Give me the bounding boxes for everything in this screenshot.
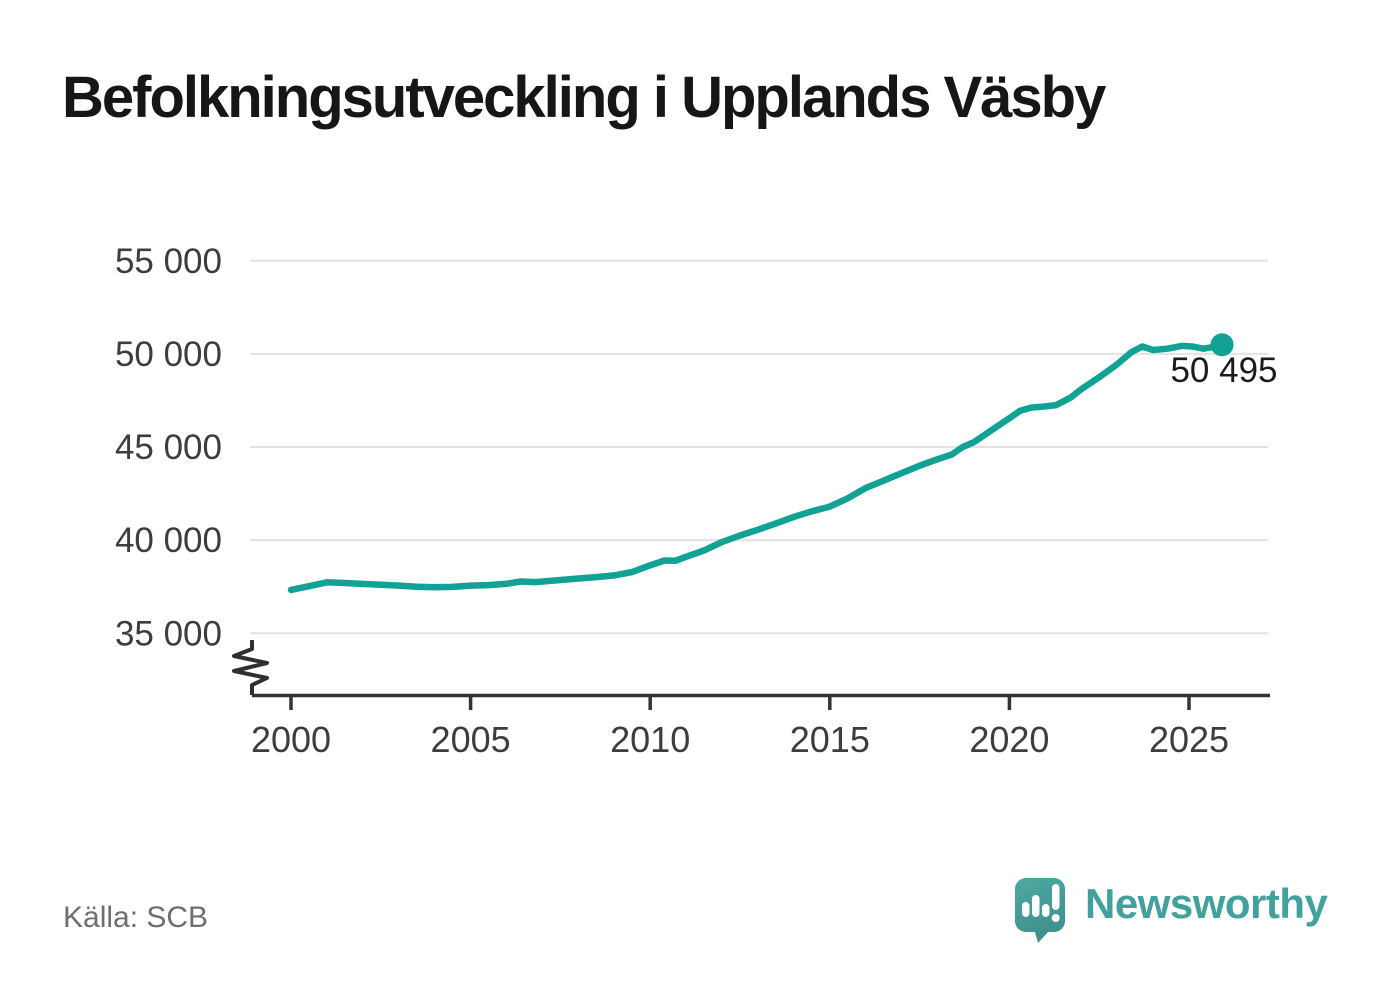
x-axis-tick-label: 2010 (610, 719, 690, 760)
axis-break-icon (232, 640, 269, 695)
newsworthy-logo-icon (1015, 878, 1065, 943)
bar-1 (1022, 902, 1030, 917)
y-axis-tick-label: 45 000 (115, 428, 222, 467)
y-axis-tick-label: 40 000 (115, 521, 222, 560)
last-value-label: 50 495 (1170, 351, 1277, 390)
newsworthy-wordmark: Newsworthy (1085, 880, 1328, 927)
y-axis-tick-label: 50 000 (115, 335, 222, 374)
bar-3 (1042, 904, 1050, 917)
y-axis-tick-label: 55 000 (115, 242, 222, 281)
x-axis-tick-label: 2005 (431, 719, 511, 760)
exclamation-bar (1052, 884, 1060, 910)
y-axis-tick-label: 35 000 (115, 614, 222, 653)
population-line (287, 341, 1226, 594)
newsworthy-brand: Newsworthy (1011, 874, 1331, 946)
chart-title: Befolkningsutveckling i Upplands Väsby (62, 65, 1106, 130)
exclamation-dot (1051, 914, 1060, 922)
x-axis-tick-label: 2000 (251, 719, 331, 760)
last-point-dot (1210, 333, 1234, 357)
x-axis-tick-label: 2020 (969, 719, 1049, 760)
bar-2 (1032, 895, 1040, 917)
source-note: Källa: SCB (63, 901, 209, 934)
x-axis-tick-label: 2025 (1149, 719, 1229, 760)
x-axis-tick-label: 2015 (790, 719, 870, 760)
